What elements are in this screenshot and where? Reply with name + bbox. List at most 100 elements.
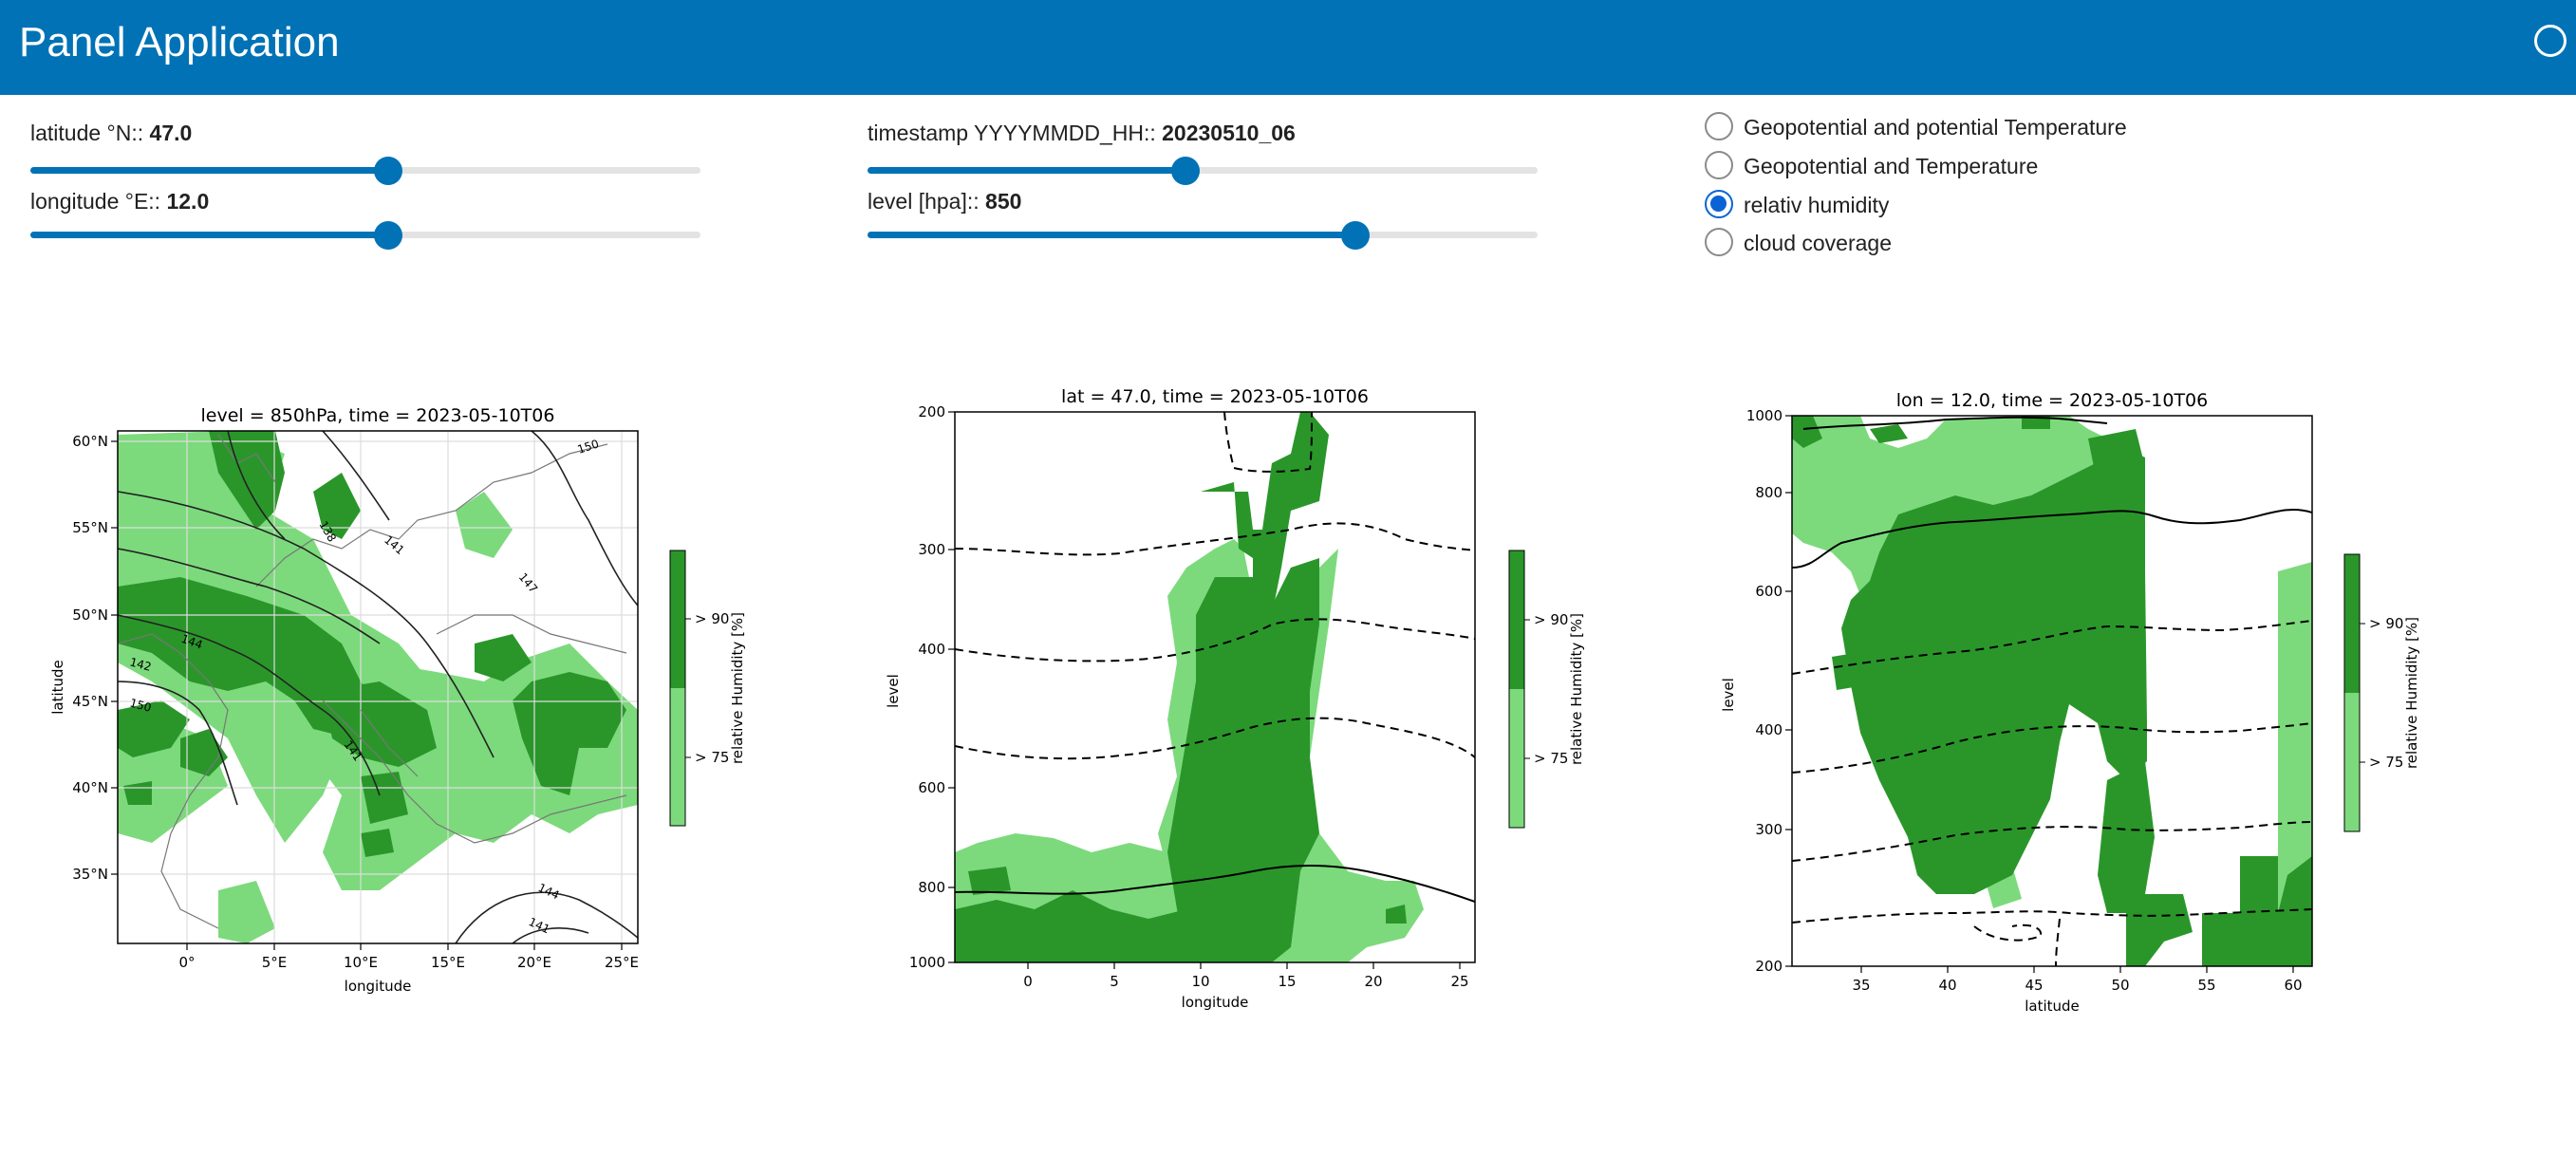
x-axis-label: longitude [1182, 994, 1249, 1011]
x-tick-label: 45 [2025, 977, 2043, 994]
level-label: level [hpa]:: [868, 189, 986, 214]
latitude-label: latitude °N:: [30, 121, 150, 145]
longitude-handle[interactable] [374, 220, 402, 250]
radio-label[interactable]: relativ humidity [1744, 193, 1890, 217]
timestamp-handle[interactable] [1170, 156, 1200, 185]
y-tick-label: 800 [1755, 484, 1783, 501]
chart-title: lat = 47.0, time = 2023-05-10T06 [1061, 386, 1369, 407]
x-tick-label: 10°E [344, 954, 378, 971]
timestamp-track[interactable] [868, 156, 1538, 185]
x-tick-label: 60 [2284, 977, 2302, 994]
level-fill [868, 232, 1355, 238]
latitude-slider[interactable]: latitude °N:: 47.0 [30, 120, 700, 186]
level-track[interactable] [868, 220, 1538, 250]
x-tick-label: 0 [1023, 973, 1033, 990]
contour-label: 142 [128, 655, 153, 673]
y-tick-label: 45°N [72, 693, 108, 710]
x-tick-label: 40 [1938, 977, 1956, 994]
x-tick-label: 25 [1450, 973, 1468, 990]
radio-label[interactable]: Geopotential and Temperature [1744, 154, 2039, 178]
latitude-value: 47.0 [149, 121, 193, 145]
colorbar-tick: > 75 [1534, 750, 1568, 767]
y-tick-label: 55°N [72, 519, 108, 536]
y-tick-label: 600 [1755, 583, 1783, 600]
y-tick-label: 400 [1755, 721, 1783, 738]
humidity-field [955, 412, 1475, 962]
y-tick-label: 40°N [72, 779, 108, 796]
x-tick-label: 55 [2197, 977, 2215, 994]
colorbar-tick: > 90 [695, 610, 729, 627]
chart-title: lon = 12.0, time = 2023-05-10T06 [1896, 390, 2208, 411]
x-tick-label: 10 [1191, 973, 1209, 990]
colorbar-label: relative Humidity [%] [1568, 613, 1585, 765]
colorbar: > 90 > 75 relative Humidity [%] [669, 550, 746, 827]
radio-label[interactable]: cloud coverage [1744, 231, 1892, 255]
x-axis-label: latitude [2025, 998, 2080, 1015]
longitude-fill [30, 232, 388, 238]
latitude-track[interactable] [30, 156, 700, 185]
y-axis-label: level [885, 674, 902, 708]
y-axis-label: latitude [49, 660, 66, 715]
y-tick-label: 300 [1755, 821, 1783, 838]
y-tick-label: 300 [918, 541, 945, 558]
y-axis-label: level [1720, 678, 1737, 712]
y-tick-label: 35°N [72, 866, 108, 883]
contour-label: 150 [576, 437, 601, 456]
colorbar-tick: > 90 [1534, 611, 1568, 628]
app-header: Panel Application [0, 0, 2576, 95]
y-tick-label: 1000 [909, 954, 945, 971]
radio-label[interactable]: Geopotential and potential Temperature [1744, 115, 2127, 140]
x-tick-label: 5 [1110, 973, 1119, 990]
longitude-track[interactable] [30, 220, 700, 250]
x-tick-label: 50 [2111, 977, 2129, 994]
radio-circle[interactable] [1705, 151, 1733, 179]
y-tick-label: 200 [918, 403, 945, 420]
level-slider[interactable]: level [hpa]:: 850 [868, 188, 1538, 254]
y-tick-label: 60°N [72, 433, 108, 450]
colorbar-label: relative Humidity [%] [729, 612, 746, 764]
app-title: Panel Application [19, 19, 340, 65]
map-plot: level = 850hPa, time = 2023-05-10T06 [49, 405, 746, 995]
colorbar-tick: > 75 [2369, 754, 2403, 771]
timestamp-slider[interactable]: timestamp YYYYMMDD_HH:: 20230510_06 [868, 120, 1538, 186]
x-tick-label: 0° [178, 954, 195, 971]
x-tick-label: 5°E [262, 954, 288, 971]
longitude-slider[interactable]: longitude °E:: 12.0 [30, 188, 700, 254]
busy-indicator-icon [2534, 25, 2567, 57]
latitude-fill [30, 167, 388, 174]
contour-label: 150 [128, 696, 153, 714]
longitude-value: 12.0 [166, 189, 210, 214]
colorbar: > 90 > 75 relative Humidity [%] [2343, 553, 2420, 832]
timestamp-value: 20230510_06 [1162, 121, 1296, 145]
radio-circle[interactable] [1705, 228, 1733, 256]
longitude-section-plot: lon = 12.0, time = 2023-05-10T06 [1720, 390, 2420, 1015]
level-value: 850 [985, 189, 1022, 214]
x-tick-label: 20°E [517, 954, 551, 971]
colorbar: > 90 > 75 relative Humidity [%] [1508, 550, 1585, 829]
x-tick-label: 15 [1278, 973, 1296, 990]
y-tick-label: 600 [918, 779, 945, 796]
y-tick-label: 50°N [72, 606, 108, 624]
colorbar-tick: > 90 [2369, 615, 2403, 632]
x-tick-label: 35 [1852, 977, 1870, 994]
y-tick-label: 1000 [1746, 407, 1783, 424]
colorbar-label: relative Humidity [%] [2403, 617, 2420, 769]
x-tick-label: 15°E [431, 954, 465, 971]
latitude-section-plot: lat = 47.0, time = 2023-05-10T06 [885, 386, 1585, 1011]
humidity-field [1792, 416, 2312, 966]
y-tick-label: 800 [918, 879, 945, 896]
level-handle[interactable] [1340, 220, 1370, 250]
radio-circle[interactable] [1705, 112, 1733, 140]
radio-circle[interactable] [1705, 190, 1733, 218]
x-axis-label: longitude [345, 978, 412, 995]
humidity-field [118, 431, 638, 943]
timestamp-label: timestamp YYYYMMDD_HH:: [868, 121, 1163, 145]
timestamp-fill [868, 167, 1185, 174]
x-tick-label: 20 [1364, 973, 1382, 990]
y-tick-label: 200 [1755, 958, 1783, 975]
x-tick-label: 25°E [605, 954, 639, 971]
latitude-handle[interactable] [374, 156, 402, 185]
longitude-label: longitude °E:: [30, 189, 167, 214]
colorbar-tick: > 75 [695, 749, 729, 766]
y-tick-label: 400 [918, 641, 945, 658]
